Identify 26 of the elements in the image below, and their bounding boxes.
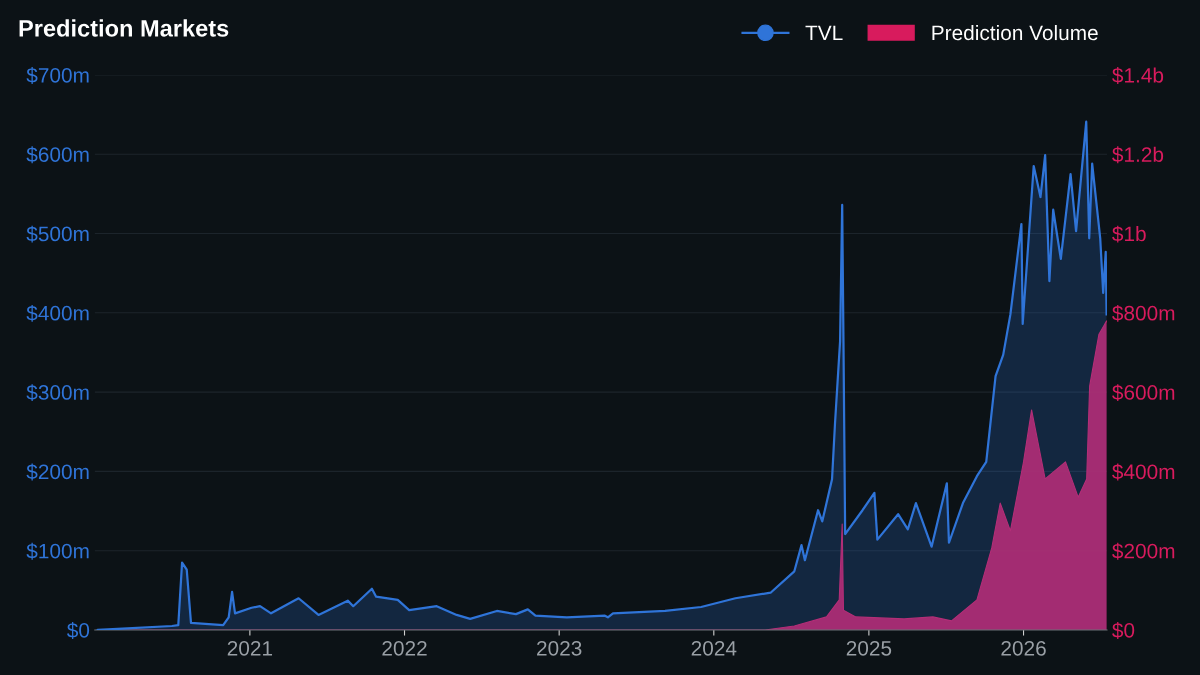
y2-tick-label: $1.4b <box>1112 67 1164 84</box>
y2-tick-label: $600m <box>1112 384 1175 402</box>
legend-label: TVL <box>805 25 843 41</box>
y2-tick-label: $400m <box>1112 463 1175 481</box>
y-tick-label: $0 <box>66 622 90 639</box>
x-tick-label: 2022 <box>382 640 427 656</box>
x-tick-label: 2024 <box>691 640 737 656</box>
x-tick-label: 2026 <box>1001 640 1046 656</box>
y2-tick-label: $1.2b <box>1112 146 1164 164</box>
y-tick-label: $500m <box>26 225 89 243</box>
chart-title: Prediction Markets <box>19 19 229 37</box>
x-tick-label: 2021 <box>227 640 273 656</box>
y-tick-label: $700m <box>26 67 89 84</box>
x-tick-label: 2023 <box>537 640 582 656</box>
y-tick-label: $300m <box>26 384 89 402</box>
y2-tick-label: $800m <box>1112 304 1175 322</box>
y-tick-label: $400m <box>26 304 89 322</box>
x-tick-label: 2025 <box>846 640 892 656</box>
y-tick-label: $600m <box>26 146 89 164</box>
y-tick-label: $100m <box>26 542 89 560</box>
y2-tick-label: $0 <box>1112 622 1135 639</box>
line-series <box>96 120 1107 630</box>
y-tick-label: $200m <box>26 463 89 481</box>
legend-label: Prediction Volume <box>932 24 1098 41</box>
y2-tick-label: $1b <box>1112 225 1146 243</box>
y2-tick-label: $200m <box>1112 542 1175 560</box>
